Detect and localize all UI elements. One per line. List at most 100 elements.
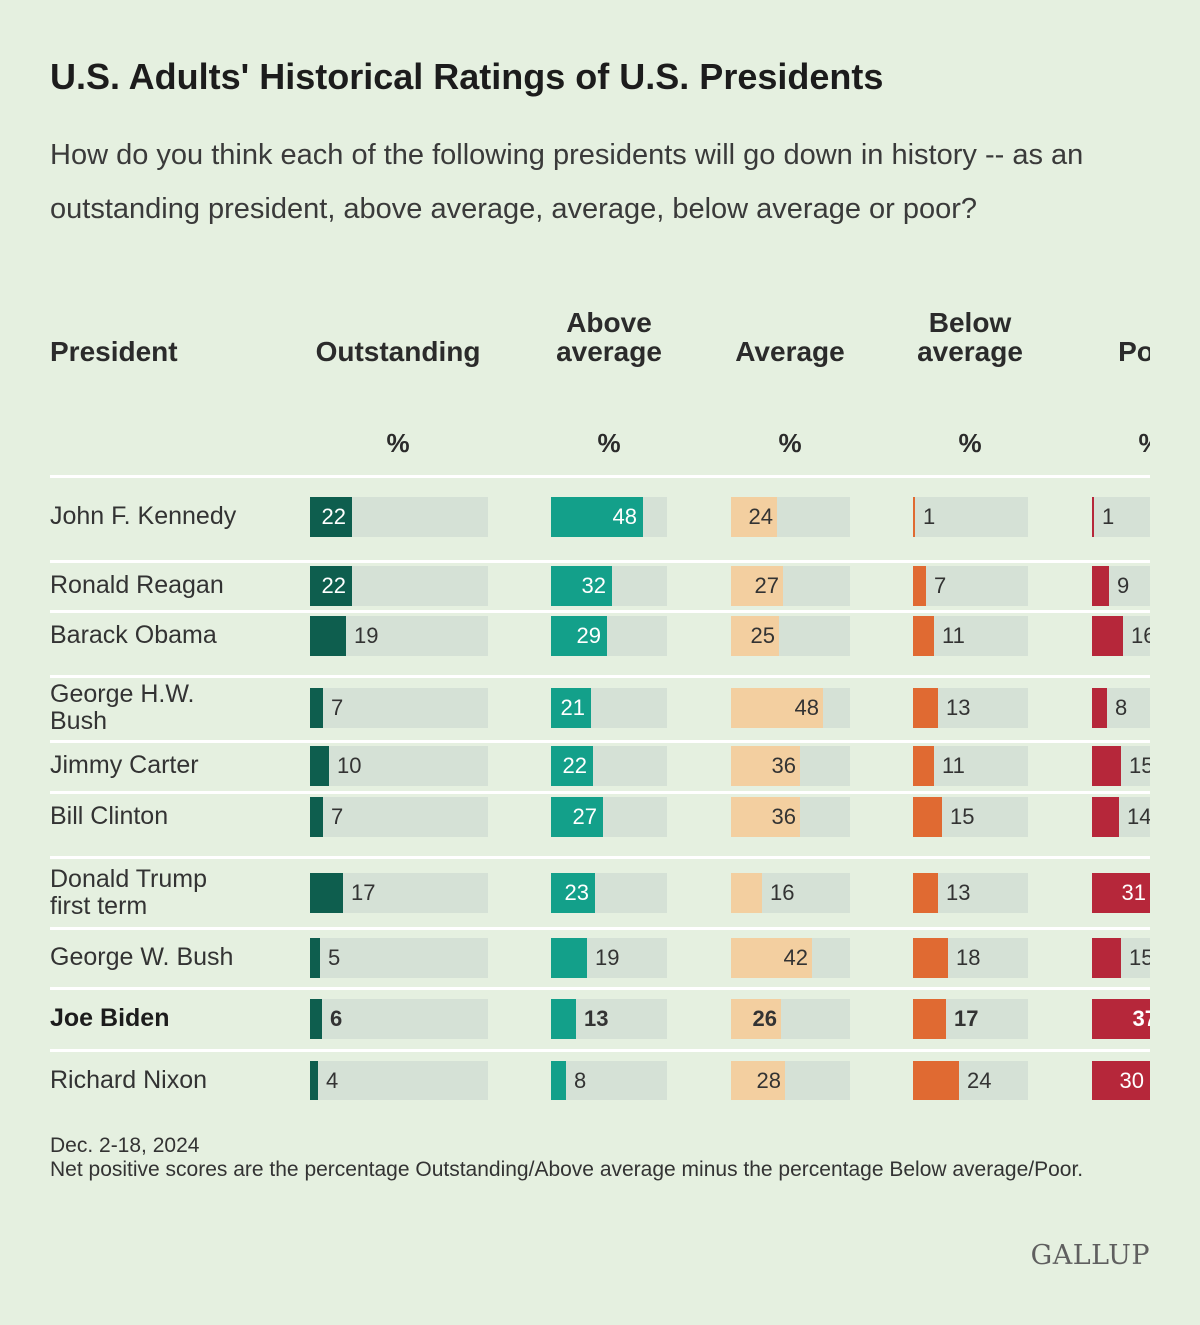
data-label-average: 28 — [756, 1067, 781, 1093]
bar-track-above-average: 8 — [551, 1060, 667, 1100]
bar-outstanding — [310, 998, 322, 1039]
unit-label-above-average: % — [597, 428, 621, 458]
data-label-above-average: 48 — [612, 503, 637, 529]
chart-footer: Dec. 2-18, 2024 Net positive scores are … — [50, 1134, 1130, 1182]
bar-track-average: 24 — [731, 496, 850, 537]
bar-above-average — [551, 687, 591, 728]
data-label-outstanding: 6 — [330, 1005, 343, 1031]
bar-outstanding — [310, 496, 352, 537]
chart-title: U.S. Adults' Historical Ratings of U.S. … — [50, 56, 884, 97]
bar-outstanding — [310, 687, 323, 728]
data-label-poor: 9 — [1117, 572, 1130, 598]
president-name: Bill Clinton — [50, 802, 169, 830]
bar-track-below-average: 7 — [913, 565, 1028, 606]
bar-below-average — [913, 745, 934, 786]
bar-poor — [1092, 998, 1150, 1039]
bar-above-average — [551, 796, 603, 837]
row-divider — [50, 560, 1150, 563]
data-label-average: 36 — [771, 803, 796, 829]
bar-track-average: 48 — [731, 687, 850, 728]
bar-track-above-average: 19 — [551, 937, 667, 978]
president-name: Donald Trump first term — [50, 864, 208, 920]
column-header-above-average: Above average — [556, 307, 662, 367]
bar-outstanding — [310, 565, 352, 606]
bar-track-average: 28 — [731, 1060, 850, 1100]
bar-track-outstanding: 10 — [310, 745, 488, 786]
table-row: George H.W. Bush 7 21 48 13 8 — [0, 678, 1150, 737]
bar-below-average — [913, 937, 948, 978]
data-label-below-average: 11 — [942, 622, 965, 648]
data-label-outstanding: 19 — [354, 622, 379, 648]
bar-track-below-average: 11 — [913, 745, 1028, 786]
bar-poor — [1092, 1060, 1150, 1100]
bar-above-average — [551, 937, 587, 978]
data-label-above-average: 27 — [572, 803, 597, 829]
table-row: Donald Trump first term 17 23 16 13 31 — [0, 859, 1150, 926]
bar-below-average — [913, 872, 938, 913]
bar-track-poor: 31 — [1092, 872, 1150, 913]
column-header-below-average: Below average — [917, 307, 1023, 367]
data-label-below-average: 15 — [950, 803, 975, 829]
data-label-average: 26 — [752, 1005, 777, 1031]
bar-poor — [1092, 872, 1150, 913]
column-header-average: Average — [735, 336, 845, 367]
data-label-below-average: 11 — [942, 752, 965, 778]
data-label-poor: 8 — [1115, 694, 1128, 720]
unit-label-below-average: % — [958, 428, 982, 458]
data-label-poor: 15 — [1129, 752, 1150, 778]
table-row: John F. Kennedy 22 48 24 1 1 — [0, 478, 1150, 555]
bar-track-poor: 1 — [1092, 496, 1150, 537]
data-label-poor: 37 — [1132, 1005, 1150, 1031]
bar-track-outstanding: 4 — [310, 1060, 488, 1100]
data-label-below-average: 7 — [934, 572, 947, 598]
bar-average — [731, 796, 800, 837]
row-divider — [50, 475, 1150, 478]
bar-track-above-average: 32 — [551, 565, 667, 606]
bar-outstanding — [310, 1060, 318, 1100]
president-name: Ronald Reagan — [50, 571, 224, 599]
bar-track-outstanding: 19 — [310, 615, 488, 656]
bar-track-below-average: 13 — [913, 872, 1028, 913]
president-name: Barack Obama — [50, 621, 217, 649]
bar-above-average — [551, 565, 612, 606]
bar-above-average — [551, 1060, 566, 1100]
bar-poor — [1092, 745, 1121, 786]
bar-below-average — [913, 615, 934, 656]
bar-track-outstanding: 7 — [310, 687, 488, 728]
data-label-above-average: 8 — [574, 1067, 587, 1093]
data-label-above-average: 21 — [560, 694, 585, 720]
data-label-above-average: 32 — [581, 572, 606, 598]
data-label-below-average: 13 — [946, 879, 971, 905]
bar-outstanding — [310, 937, 320, 978]
row-divider — [50, 1049, 1150, 1052]
data-label-below-average: 17 — [954, 1005, 979, 1031]
bar-track-poor: 9 — [1092, 565, 1150, 606]
bar-average — [731, 998, 781, 1039]
bar-track-below-average: 11 — [913, 615, 1028, 656]
bar-outstanding — [310, 872, 343, 913]
table-row: Ronald Reagan 22 32 27 7 9 — [0, 563, 1150, 608]
bar-track-average: 16 — [731, 872, 850, 913]
bar-outstanding — [310, 615, 346, 656]
table-row: Bill Clinton 7 27 36 15 14 — [0, 794, 1150, 839]
bar-track-outstanding: 17 — [310, 872, 488, 913]
bar-track-below-average: 1 — [913, 496, 1028, 537]
data-label-average: 36 — [771, 752, 796, 778]
gallup-logo: GALLUP — [1030, 1240, 1150, 1271]
bar-track-poor: 37 — [1092, 998, 1150, 1039]
data-label-above-average: 13 — [584, 1005, 609, 1031]
president-name: Jimmy Carter — [50, 751, 199, 779]
bar-poor — [1092, 796, 1119, 837]
data-label-average: 16 — [770, 879, 795, 905]
bar-above-average — [551, 615, 607, 656]
bar-average — [731, 1060, 785, 1100]
data-label-average: 25 — [750, 622, 775, 648]
row-divider — [50, 927, 1150, 930]
bar-below-average — [913, 687, 938, 728]
data-label-above-average: 29 — [576, 622, 601, 648]
data-label-average: 48 — [794, 694, 819, 720]
bar-track-above-average: 21 — [551, 687, 667, 728]
bar-outstanding — [310, 745, 329, 786]
unit-label-outstanding: % — [386, 428, 410, 458]
data-label-outstanding: 17 — [351, 879, 376, 905]
